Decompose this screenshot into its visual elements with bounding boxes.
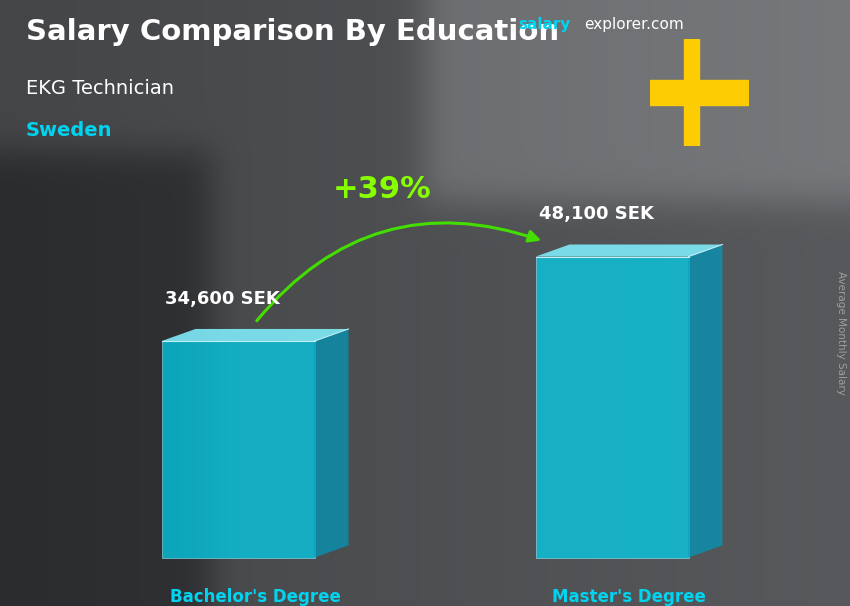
Polygon shape <box>536 244 722 256</box>
Text: 48,100 SEK: 48,100 SEK <box>539 205 654 223</box>
Text: explorer.com: explorer.com <box>584 17 683 32</box>
Text: Master's Degree: Master's Degree <box>552 588 706 606</box>
Bar <box>162 341 314 558</box>
Text: Average Monthly Salary: Average Monthly Salary <box>836 271 846 395</box>
Text: Salary Comparison By Education: Salary Comparison By Education <box>26 18 558 46</box>
Polygon shape <box>162 329 348 341</box>
Text: Bachelor's Degree: Bachelor's Degree <box>169 588 341 606</box>
Text: Sweden: Sweden <box>26 121 112 140</box>
Text: 34,600 SEK: 34,600 SEK <box>165 290 280 308</box>
Polygon shape <box>688 244 722 558</box>
Text: salary: salary <box>518 17 571 32</box>
Text: +39%: +39% <box>333 176 432 204</box>
Polygon shape <box>314 329 348 558</box>
Bar <box>536 256 688 558</box>
Text: EKG Technician: EKG Technician <box>26 79 173 98</box>
